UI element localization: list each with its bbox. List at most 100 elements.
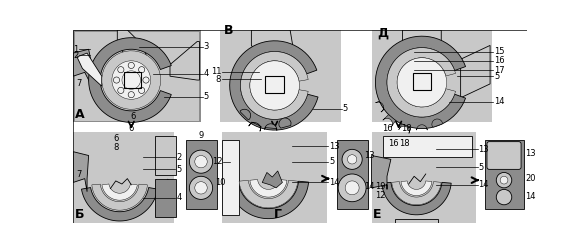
Bar xyxy=(371,30,491,122)
Polygon shape xyxy=(402,30,441,67)
Text: 5: 5 xyxy=(494,72,499,81)
Text: 3: 3 xyxy=(204,42,209,51)
Text: 7: 7 xyxy=(77,170,82,179)
Text: 13: 13 xyxy=(479,145,489,154)
Text: 14: 14 xyxy=(525,192,535,201)
Polygon shape xyxy=(230,41,318,130)
Bar xyxy=(73,132,174,222)
Polygon shape xyxy=(81,188,158,221)
Polygon shape xyxy=(392,182,441,205)
Bar xyxy=(154,136,176,175)
Bar xyxy=(221,30,340,122)
Polygon shape xyxy=(252,30,294,65)
Polygon shape xyxy=(102,51,161,109)
Polygon shape xyxy=(170,42,199,80)
Circle shape xyxy=(128,62,135,68)
Bar xyxy=(154,178,176,217)
Circle shape xyxy=(345,181,359,195)
Polygon shape xyxy=(118,30,147,62)
Polygon shape xyxy=(228,181,308,219)
FancyBboxPatch shape xyxy=(487,142,521,169)
Polygon shape xyxy=(397,58,447,107)
Text: 12: 12 xyxy=(376,191,386,200)
Polygon shape xyxy=(89,38,171,122)
Polygon shape xyxy=(122,71,140,89)
Polygon shape xyxy=(376,101,384,112)
Text: 7: 7 xyxy=(77,80,82,88)
Text: Е: Е xyxy=(373,208,381,221)
Text: 9: 9 xyxy=(198,131,204,140)
Circle shape xyxy=(190,176,212,200)
Bar xyxy=(371,30,491,122)
Text: 13: 13 xyxy=(329,142,339,151)
Bar xyxy=(222,132,326,222)
Polygon shape xyxy=(240,52,308,119)
Polygon shape xyxy=(239,180,298,208)
Polygon shape xyxy=(376,36,466,128)
Text: 5: 5 xyxy=(343,104,348,113)
Text: Д: Д xyxy=(378,26,389,39)
Bar xyxy=(73,30,201,122)
Text: 5: 5 xyxy=(176,165,181,174)
Text: 11: 11 xyxy=(211,67,221,76)
Circle shape xyxy=(128,92,135,98)
Text: 16: 16 xyxy=(494,56,505,65)
Text: 17: 17 xyxy=(494,66,505,74)
Circle shape xyxy=(139,87,144,94)
Text: 8: 8 xyxy=(216,75,221,84)
Polygon shape xyxy=(399,124,411,134)
Polygon shape xyxy=(249,122,261,131)
Text: 14: 14 xyxy=(364,182,375,191)
Bar xyxy=(266,76,284,93)
Polygon shape xyxy=(73,152,88,192)
Text: 14: 14 xyxy=(494,97,504,106)
Bar xyxy=(123,72,140,88)
Text: 19: 19 xyxy=(376,182,386,191)
Circle shape xyxy=(195,182,207,194)
Polygon shape xyxy=(240,109,250,120)
Polygon shape xyxy=(387,48,456,117)
Bar xyxy=(412,73,431,90)
Polygon shape xyxy=(77,53,102,86)
Polygon shape xyxy=(395,219,438,222)
Text: 5: 5 xyxy=(329,157,334,166)
Text: 13: 13 xyxy=(525,150,536,158)
Text: 16: 16 xyxy=(388,140,398,148)
Text: 14: 14 xyxy=(479,180,489,189)
Polygon shape xyxy=(401,181,432,196)
Text: 5: 5 xyxy=(204,92,209,102)
Text: 6: 6 xyxy=(130,112,136,121)
Bar xyxy=(486,140,524,209)
Bar xyxy=(222,132,326,222)
Text: 2: 2 xyxy=(176,152,181,162)
Bar xyxy=(185,140,216,209)
Text: 5: 5 xyxy=(479,162,484,172)
Circle shape xyxy=(143,77,149,83)
Circle shape xyxy=(496,190,512,205)
Text: 4: 4 xyxy=(176,193,181,202)
Polygon shape xyxy=(102,184,137,200)
Text: А: А xyxy=(75,108,84,121)
Polygon shape xyxy=(417,125,427,130)
Circle shape xyxy=(118,87,124,94)
Circle shape xyxy=(342,149,362,169)
Polygon shape xyxy=(383,136,472,157)
Polygon shape xyxy=(112,61,150,99)
Circle shape xyxy=(190,150,212,173)
Text: 4: 4 xyxy=(204,70,209,78)
Text: 1: 1 xyxy=(73,45,78,54)
Bar xyxy=(73,132,174,222)
Bar xyxy=(371,132,476,222)
Circle shape xyxy=(500,176,508,184)
Circle shape xyxy=(195,156,207,168)
Polygon shape xyxy=(73,49,92,88)
Polygon shape xyxy=(75,32,199,121)
Text: 8: 8 xyxy=(113,143,118,152)
Bar xyxy=(222,140,239,215)
Bar xyxy=(371,132,476,222)
Polygon shape xyxy=(250,61,300,110)
Polygon shape xyxy=(279,118,291,128)
Text: 20: 20 xyxy=(525,174,535,183)
Text: Г: Г xyxy=(274,208,282,221)
Circle shape xyxy=(347,155,357,164)
